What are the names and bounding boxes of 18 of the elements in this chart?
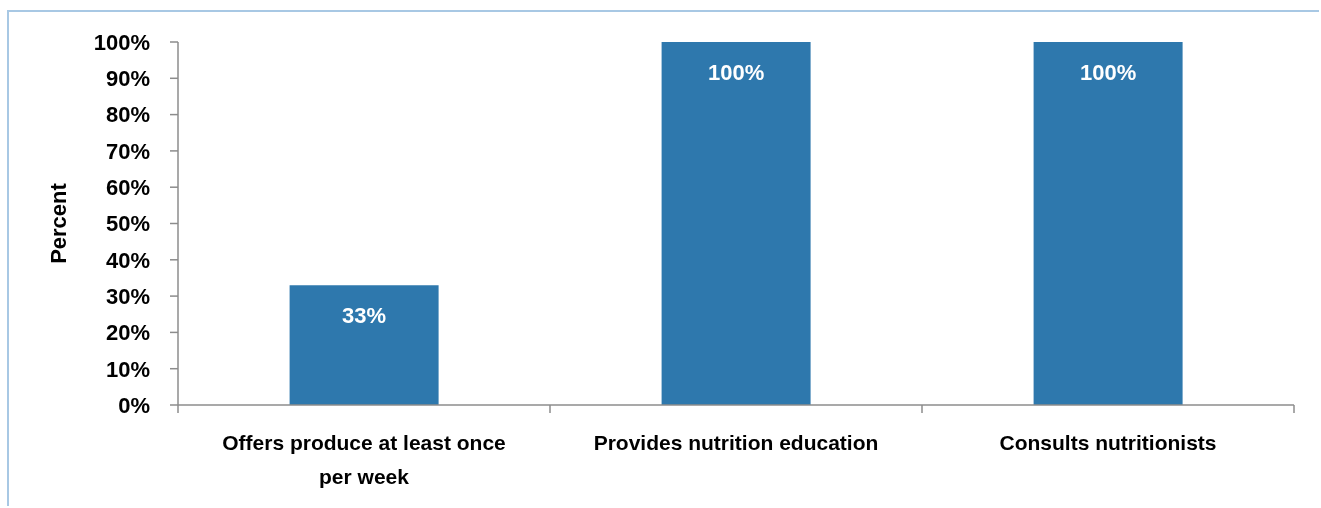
x-tick-label: Consults nutritionists [999, 431, 1217, 454]
y-tick-label: 60% [105, 175, 150, 201]
y-tick-label: 40% [105, 247, 150, 273]
y-tick-label: 50% [105, 211, 150, 237]
data-label: 33% [342, 303, 387, 329]
y-tick-label: 10% [105, 356, 150, 382]
data-label: 100% [707, 59, 765, 85]
y-tick-label: 20% [105, 320, 150, 346]
y-tick-label: 0% [118, 392, 150, 418]
y-tick-label: 90% [105, 66, 150, 92]
y-axis-title: Percent [45, 182, 71, 264]
x-tick-label: Offers produce at least once per week [222, 431, 506, 488]
y-tick-label: 80% [105, 102, 150, 128]
x-tick-label: Provides nutrition education [593, 431, 879, 454]
y-tick-label: 30% [105, 283, 150, 309]
data-label: 100% [1079, 59, 1137, 85]
y-tick-label: 100% [93, 29, 150, 55]
y-tick-label: 70% [105, 138, 150, 164]
